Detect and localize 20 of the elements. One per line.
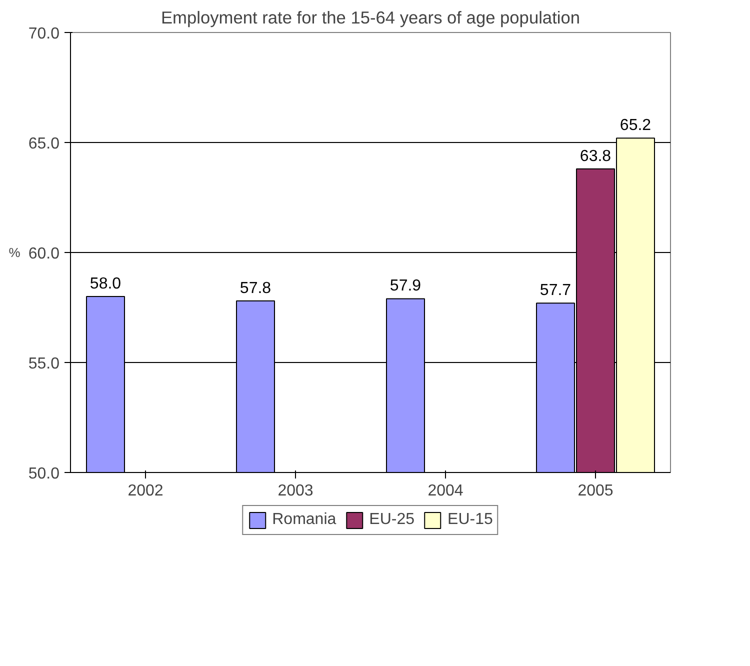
x-tick-label: 2002 bbox=[128, 482, 164, 500]
y-tick-label: 65.0 bbox=[28, 136, 60, 152]
data-label: 65.2 bbox=[620, 117, 652, 134]
y-axis-title: % bbox=[8, 245, 21, 260]
data-label: 57.7 bbox=[540, 282, 572, 300]
legend-label: EU-25 bbox=[369, 511, 415, 529]
data-label: 57.9 bbox=[390, 278, 422, 295]
data-label: 63.8 bbox=[580, 148, 612, 165]
x-tick-label: 2004 bbox=[428, 482, 464, 500]
y-tick-label: 70.0 bbox=[28, 26, 60, 42]
data-label: 57.8 bbox=[240, 280, 272, 297]
x-tick-label: 2003 bbox=[278, 482, 314, 500]
legend-label: Romania bbox=[272, 511, 336, 529]
y-tick-label: 55.0 bbox=[28, 356, 60, 372]
data-label: 58.0 bbox=[90, 276, 122, 292]
x-tick-label: 2005 bbox=[578, 482, 614, 500]
chart-title: Employment rate for the 15-64 years of age population bbox=[160, 8, 580, 28]
y-tick-label: 60.0 bbox=[28, 246, 60, 262]
y-tick-label: 50.0 bbox=[28, 466, 60, 482]
legend-label: EU-15 bbox=[448, 511, 493, 529]
